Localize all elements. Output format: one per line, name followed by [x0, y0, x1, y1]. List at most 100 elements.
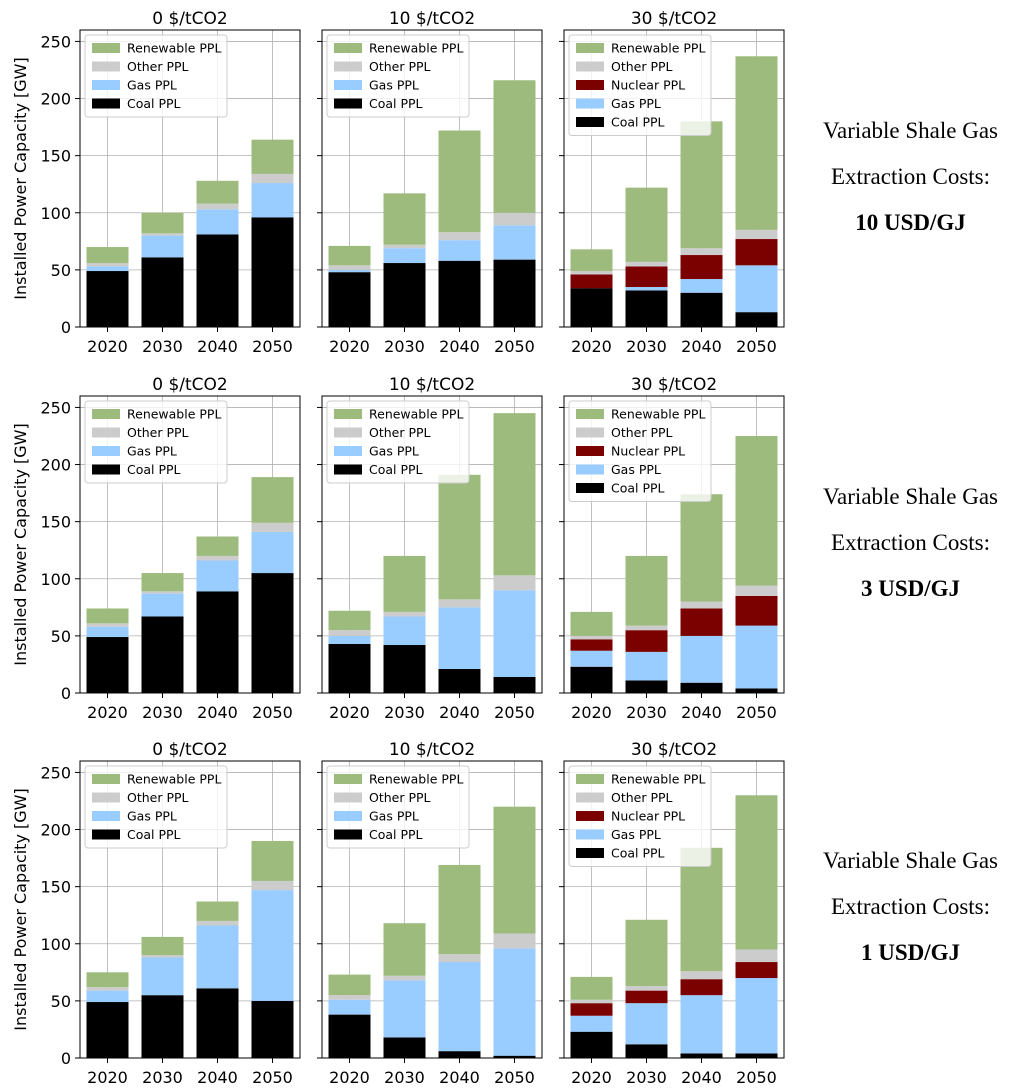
bar-segment-gas-ppl: [570, 1015, 613, 1032]
panel-0-1: 2020 2030 2040 2050 10 $/tCO2 Renewable PPL Ot…: [317, 9, 543, 356]
y-tick-label: 150: [40, 878, 71, 897]
legend-swatch: [576, 61, 604, 72]
legend-box: [568, 400, 712, 502]
legend-label: Coal PPL: [127, 462, 181, 477]
y-tick-label: 100: [40, 204, 71, 223]
row-label-line2: Extraction Costs:: [830, 164, 991, 189]
legend-label: Other PPL: [611, 425, 673, 440]
bar-segment-other-ppl: [196, 920, 239, 926]
x-tick-label: 2050: [252, 1068, 293, 1087]
row-label-line1: Variable Shale Gas: [823, 118, 998, 143]
legend-swatch: [92, 98, 120, 109]
panel-2-1: 2020 2030 2040 2050 10 $/tCO2 Renewable PPL Ot…: [317, 740, 543, 1087]
bar-segment-other-ppl: [141, 233, 184, 236]
legend-label: Renewable PPL: [611, 407, 705, 422]
x-tick-label: 2030: [626, 703, 667, 722]
axes-frame: [321, 395, 543, 694]
legend-label: Nuclear PPL: [611, 444, 685, 459]
bar-segment-coal-ppl: [438, 669, 481, 693]
bar-segment-coal-ppl: [680, 292, 723, 327]
legend-swatch: [576, 811, 604, 821]
y-tick-label: 100: [40, 570, 71, 589]
x-tick-label: 2050: [252, 337, 293, 356]
bar-segment-other-ppl: [251, 522, 294, 532]
bar-segment-other-ppl: [86, 987, 129, 991]
x-tick-label: 2040: [681, 1068, 722, 1087]
bar-segment-renewable-ppl: [680, 121, 723, 249]
bar-segment-other-ppl: [493, 212, 536, 226]
bar-segment-gas-ppl: [328, 635, 371, 644]
bar-segment-gas-ppl: [438, 962, 481, 1052]
y-tick-label: 0: [61, 1049, 71, 1068]
x-tick-label: 2020: [329, 1068, 370, 1087]
legend-label: Other PPL: [127, 790, 189, 805]
row-label-line2: Extraction Costs:: [830, 894, 991, 919]
legend-label: Renewable PPL: [127, 772, 221, 787]
axes-frame: [321, 760, 543, 1059]
bar-segment-coal-ppl: [625, 1044, 668, 1058]
bar-segment-gas-ppl: [141, 957, 184, 996]
bar-segment-other-ppl: [383, 975, 426, 981]
bar-segment-other-ppl: [251, 173, 294, 184]
bar-segment-gas-ppl: [328, 999, 371, 1015]
legend-swatch: [334, 43, 362, 53]
bar-segment-gas-ppl: [196, 209, 239, 235]
y-tick-label: 200: [40, 456, 71, 475]
y-tick-label: 50: [51, 261, 71, 280]
legend-swatch: [576, 792, 604, 803]
bar-segment-gas-ppl: [251, 183, 294, 218]
axes-frame: [563, 760, 785, 1059]
bar-segment-coal-ppl: [680, 682, 723, 693]
bar-segment-other-ppl: [328, 995, 371, 1000]
bar-segment-gas-ppl: [625, 287, 668, 291]
row-label-1: Variable Shale Gas Extraction Costs: 3 U…: [800, 484, 1021, 602]
bar-segment-other-ppl: [438, 599, 481, 608]
bar-segment-gas-ppl: [328, 269, 371, 273]
y-tick-label: 50: [51, 627, 71, 646]
y-tick-label: 150: [40, 513, 71, 532]
legend-swatch: [576, 427, 604, 438]
x-tick-label: 2050: [494, 703, 535, 722]
bar-segment-other-ppl: [438, 954, 481, 963]
x-tick-label: 2050: [494, 1068, 535, 1087]
axes-frame: [563, 395, 785, 694]
y-tick-label: 150: [40, 147, 71, 166]
legend-label: Renewable PPL: [127, 407, 221, 422]
panel-title: 30 $/tCO2: [631, 740, 717, 760]
bar-segment-renewable-ppl: [570, 249, 613, 272]
bar-segment-renewable-ppl: [735, 795, 778, 950]
bar-segment-other-ppl: [680, 971, 723, 980]
legend-label: Other PPL: [369, 790, 431, 805]
bar-segment-renewable-ppl: [383, 555, 426, 612]
panel-1-1: 2020 2030 2040 2050 10 $/tCO2 Renewable PPL Ot…: [317, 375, 543, 722]
row-label-line3: 1 USD/GJ: [860, 940, 961, 965]
y-tick-label: 200: [40, 821, 71, 840]
bar-segment-renewable-ppl: [438, 130, 481, 233]
legend-label: Other PPL: [611, 59, 673, 74]
y-axis-label: Installed Power Capacity [GW]: [11, 423, 30, 665]
bar-segment-renewable-ppl: [328, 245, 371, 266]
bar-segment-coal-ppl: [493, 677, 536, 693]
bar-segment-nuclear-ppl: [625, 990, 668, 1004]
legend-swatch: [92, 427, 120, 438]
bar-segment-other-ppl: [570, 271, 613, 275]
bar-segment-other-ppl: [251, 880, 294, 891]
panel-title: 0 $/tCO2: [152, 375, 228, 395]
legend-label: Gas PPL: [611, 462, 661, 477]
bar-segment-gas-ppl: [86, 266, 129, 272]
bar-segment-gas-ppl: [493, 590, 536, 678]
panel-title: 10 $/tCO2: [389, 740, 475, 760]
x-tick-label: 2040: [197, 1068, 238, 1087]
bar-segment-coal-ppl: [383, 1037, 426, 1058]
bar-segment-renewable-ppl: [735, 435, 778, 586]
bar-segment-coal-ppl: [383, 263, 426, 327]
legend-swatch: [576, 464, 604, 475]
x-tick-label: 2040: [439, 1068, 480, 1087]
legend-swatch: [92, 792, 120, 803]
bar-segment-other-ppl: [141, 591, 184, 594]
bar-segment-renewable-ppl: [493, 806, 536, 934]
bar-segment-coal-ppl: [251, 217, 294, 327]
bar-segment-coal-ppl: [625, 290, 668, 327]
bar-segment-coal-ppl: [196, 234, 239, 327]
